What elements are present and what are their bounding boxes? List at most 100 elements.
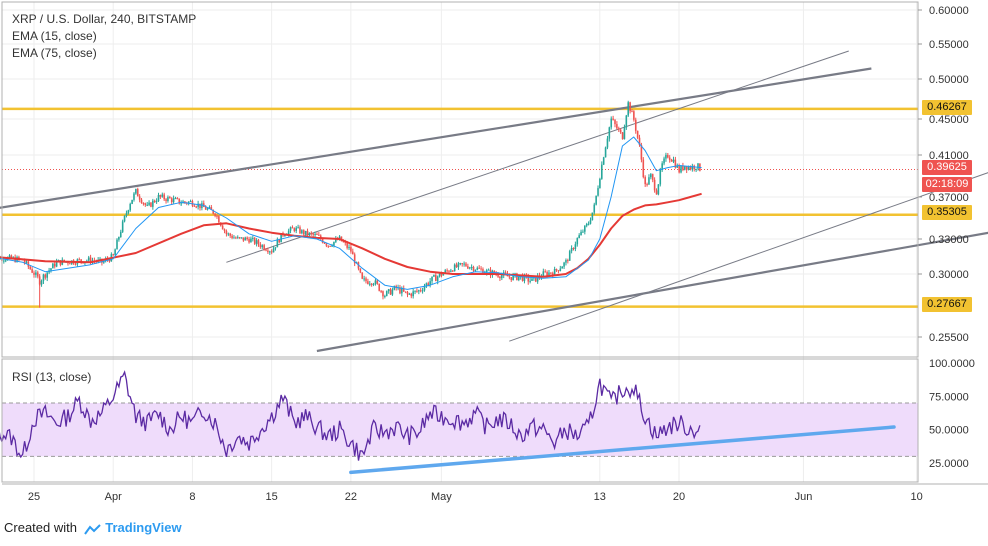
candle-body[interactable] (333, 241, 335, 246)
candle-body[interactable] (548, 272, 550, 276)
candle-body[interactable] (163, 194, 165, 200)
candle-body[interactable] (206, 208, 209, 210)
candle-body[interactable] (608, 127, 611, 139)
candle-body[interactable] (180, 203, 182, 205)
candle-body[interactable] (451, 270, 454, 272)
candle-body[interactable] (380, 290, 382, 292)
candle-body[interactable] (242, 237, 245, 241)
rsi-legend[interactable]: RSI (13, close) (12, 370, 92, 384)
candle-body[interactable] (280, 233, 282, 243)
candle-body[interactable] (559, 268, 562, 271)
candle-body[interactable] (36, 272, 39, 277)
candle-body[interactable] (195, 206, 198, 208)
candle-body[interactable] (233, 237, 235, 239)
candle-body[interactable] (478, 267, 480, 269)
candle-body[interactable] (402, 288, 405, 292)
candle-body[interactable] (161, 194, 164, 197)
rsi-trend-line[interactable] (349, 425, 896, 475)
candle-body[interactable] (44, 274, 47, 278)
candle-body[interactable] (112, 254, 115, 256)
candle-body[interactable] (157, 194, 160, 202)
candle-body[interactable] (435, 275, 437, 282)
candle-body[interactable] (393, 286, 396, 290)
candle-body[interactable] (387, 289, 390, 292)
candle-body[interactable] (170, 198, 173, 203)
candle-body[interactable] (87, 257, 90, 261)
candle-body[interactable] (40, 280, 43, 285)
candle-body[interactable] (378, 283, 381, 291)
candle-body[interactable] (534, 276, 537, 282)
candle-body[interactable] (131, 199, 133, 204)
candle-body[interactable] (176, 198, 179, 200)
candle-body[interactable] (267, 250, 269, 253)
candle-body[interactable] (240, 237, 243, 239)
candle-body[interactable] (193, 205, 196, 207)
candle-body[interactable] (474, 269, 477, 271)
candle-body[interactable] (672, 159, 675, 162)
candle-body[interactable] (480, 268, 482, 270)
candle-body[interactable] (42, 274, 45, 281)
candle-body[interactable] (589, 220, 592, 224)
candle-body[interactable] (146, 204, 148, 206)
candle-body[interactable] (272, 248, 275, 253)
candle-body[interactable] (582, 231, 584, 233)
candle-body[interactable] (227, 233, 230, 235)
candle-body[interactable] (468, 267, 471, 269)
candle-body[interactable] (431, 276, 433, 282)
candle-body[interactable] (450, 270, 452, 272)
candle-body[interactable] (580, 231, 582, 236)
candle-body[interactable] (306, 230, 309, 236)
candle-body[interactable] (683, 166, 686, 170)
candle-body[interactable] (23, 260, 26, 263)
candle-body[interactable] (55, 261, 58, 267)
candle-body[interactable] (597, 188, 599, 196)
candle-body[interactable] (499, 276, 501, 279)
candle-body[interactable] (651, 174, 654, 180)
candle-body[interactable] (293, 228, 296, 231)
candle-body[interactable] (501, 275, 503, 279)
candle-body[interactable] (455, 264, 458, 268)
candle-body[interactable] (687, 166, 690, 170)
candle-body[interactable] (214, 213, 216, 216)
tradingview-logo-icon[interactable] (83, 523, 102, 535)
candle-body[interactable] (555, 268, 558, 271)
candle-body[interactable] (327, 245, 330, 247)
candle-body[interactable] (408, 293, 411, 295)
candle-body[interactable] (561, 266, 563, 269)
candle-body[interactable] (323, 242, 326, 244)
candle-body[interactable] (627, 102, 630, 116)
candle-body[interactable] (517, 276, 520, 281)
candle-body[interactable] (516, 273, 518, 281)
candle-body[interactable] (521, 275, 524, 281)
candle-body[interactable] (674, 159, 677, 168)
candle-body[interactable] (108, 259, 111, 262)
candle-body[interactable] (512, 274, 514, 280)
candle-body[interactable] (10, 255, 13, 259)
candle-body[interactable] (563, 262, 565, 267)
candle-body[interactable] (119, 231, 122, 237)
candle-body[interactable] (159, 194, 162, 197)
candle-body[interactable] (155, 201, 158, 203)
candle-body[interactable] (372, 283, 375, 285)
candle-body[interactable] (661, 163, 663, 171)
candle-body[interactable] (287, 230, 290, 235)
candle-body[interactable] (510, 277, 513, 280)
candle-body[interactable] (376, 280, 379, 284)
candle-body[interactable] (297, 227, 299, 229)
candle-body[interactable] (253, 237, 256, 244)
candle-body[interactable] (210, 207, 213, 210)
candle-body[interactable] (335, 238, 337, 242)
candle-body[interactable] (572, 248, 575, 250)
candle-body[interactable] (33, 272, 35, 275)
candle-body[interactable] (463, 263, 465, 265)
candle-body[interactable] (523, 274, 526, 281)
candle-body[interactable] (584, 225, 586, 232)
candle-body[interactable] (665, 154, 667, 159)
candle-body[interactable] (304, 230, 307, 235)
candle-body[interactable] (427, 283, 430, 285)
candle-body[interactable] (350, 247, 352, 252)
candle-body[interactable] (436, 276, 439, 282)
candle-body[interactable] (225, 230, 228, 235)
candle-body[interactable] (391, 289, 394, 295)
candle-body[interactable] (659, 170, 662, 185)
